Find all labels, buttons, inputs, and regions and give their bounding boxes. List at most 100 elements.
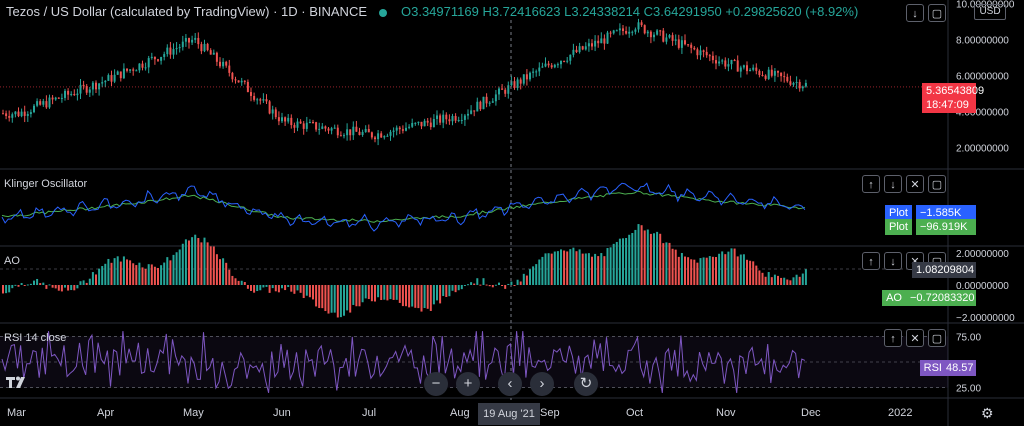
ao-bar [615,241,618,285]
candle-body [535,71,538,73]
ao-bar [352,285,355,305]
candle-body [792,82,795,85]
arrow-down-icon[interactable]: ↓ [884,252,902,270]
ao-bar [147,264,150,285]
ao-bar [290,285,293,292]
ao-bar [786,279,789,285]
scroll-left-button[interactable]: ‹ [498,372,522,396]
arrow-up-icon[interactable]: ↑ [862,175,880,193]
candle-body [448,119,451,122]
candle-body [169,47,172,55]
candle-body [439,115,442,123]
ao-bar [711,256,714,285]
ao-bar [460,285,463,290]
candle-body [392,130,395,132]
candle-body [129,69,132,71]
candle-body [736,60,739,72]
ao-bar [240,280,243,285]
klinger-fast-line [1,182,806,232]
klinger-pane-label[interactable]: Klinger Oscillator [4,178,88,190]
candle-body [656,30,659,35]
ao-pane-label[interactable]: AO [4,255,20,267]
scroll-right-button[interactable]: › [530,372,554,396]
ao-bar [166,257,169,285]
maximize-icon[interactable]: ▢ [928,4,946,22]
candle-body [429,122,432,128]
candle-body [488,102,491,104]
candle-body [302,123,305,129]
close-icon[interactable]: ✕ [906,175,924,193]
tradingview-logo[interactable] [6,375,28,392]
candle-body [36,101,39,106]
ao-bar [591,256,593,285]
klinger-plot2-name: Plot [885,219,912,235]
candle-body [85,86,88,93]
arrow-down-icon[interactable]: ↓ [906,4,924,22]
candle-body [274,109,277,118]
candle-body [432,118,435,128]
candle-body [801,86,804,89]
x-label-2022: 2022 [888,407,913,419]
close-icon[interactable]: ✕ [906,329,924,347]
ao-bar [494,284,497,286]
candle-body [113,74,116,82]
settings-gear-icon[interactable]: ⚙ [981,405,994,421]
ao-bar [296,285,299,291]
candle-body [786,76,789,82]
maximize-icon[interactable]: ▢ [928,175,946,193]
arrow-down-icon[interactable]: ↓ [884,175,902,193]
currency-selector[interactable]: USD [974,4,1006,20]
ao-bar [575,251,578,285]
candle-body [668,35,671,38]
rsi-pane-label[interactable]: RSI 14 close [4,332,67,344]
candle-body [228,65,231,73]
klinger-plot2-value: −96.919K [916,219,976,235]
candle-body [746,65,748,72]
ao-bar [659,233,662,285]
x-label-jul: Jul [362,407,377,419]
rsi-name-tag: RSI [919,360,946,376]
candle-body [374,137,376,140]
ao-bar [473,283,476,285]
ao-bar [293,285,296,294]
symbol-title[interactable]: Tezos / US Dollar (calculated by Trading… [6,4,367,19]
ao-bar [157,267,159,285]
ao-bar [463,285,466,286]
reset-chart-button[interactable]: ↻ [574,372,598,396]
zoom-out-button[interactable]: − [424,372,448,396]
candle-body [166,47,169,55]
candle-body [132,69,135,71]
ao-bar [36,278,39,285]
ao-bar [122,256,125,285]
candle-body [126,68,128,71]
ao-bar [355,285,358,307]
arrow-up-icon[interactable]: ↑ [862,252,880,270]
zoom-in-button[interactable]: + [456,372,480,396]
candle-body [246,81,249,93]
candle-body [522,74,525,84]
rsi-line [1,331,806,394]
candle-body [119,71,122,79]
ao-bar [566,251,569,285]
arrow-up-icon[interactable]: ↑ [884,329,902,347]
ao-bar [200,242,203,285]
ao-bar [225,262,228,285]
candle-body [454,116,457,121]
candle-body [780,72,783,77]
ao-bar [485,284,488,286]
maximize-icon[interactable]: ▢ [928,329,946,347]
ao-bar [95,274,97,285]
candle-body [727,64,730,67]
candle-body [70,93,73,95]
ao-bar [277,285,280,293]
ao-bar [550,253,553,285]
candle-body [277,117,280,122]
ao-bar [680,252,683,285]
ao-bar [324,285,327,312]
candle-body [197,37,200,45]
ao-bar [420,285,423,312]
ao-bar [547,253,550,285]
last-price-tag: 5.36543809 [922,83,984,99]
candle-body [11,114,14,118]
